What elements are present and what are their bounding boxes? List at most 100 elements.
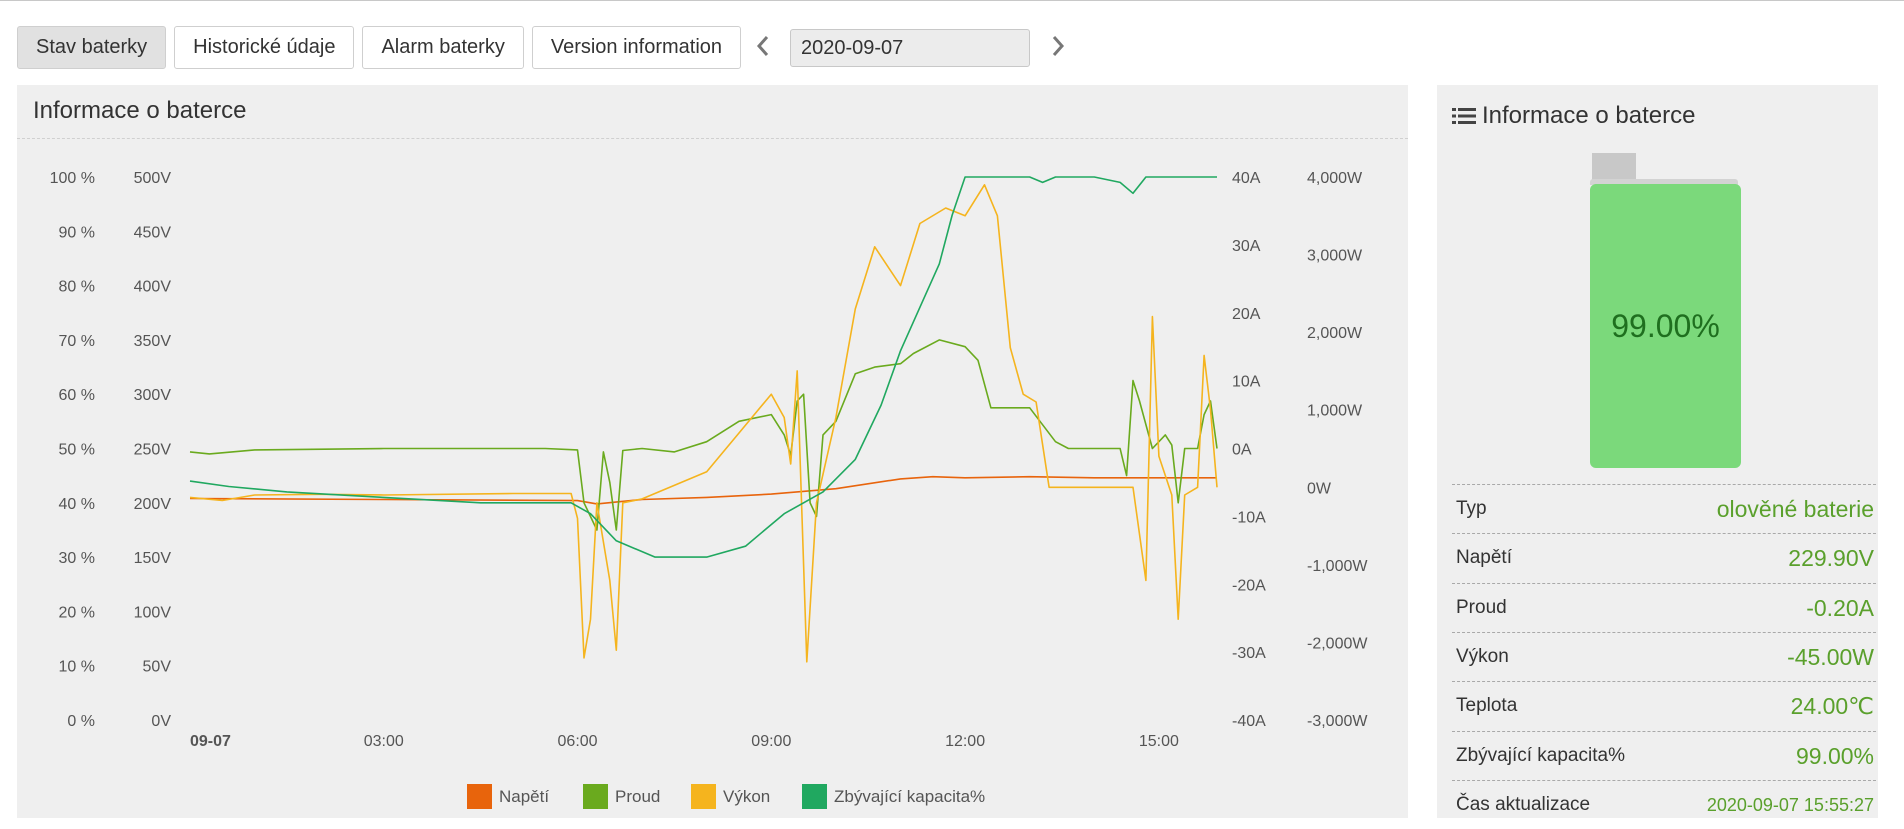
current-tick-label: 20A: [1232, 306, 1261, 323]
percent-tick-label: 30 %: [59, 550, 95, 567]
series-line: [189, 475, 1217, 505]
battery-info-panel: Informace o baterce 99.00% Typ olověné b…: [1437, 85, 1878, 818]
voltage-tick-label: 0V: [151, 713, 171, 730]
info-value: -45.00W: [1787, 643, 1874, 670]
percent-tick-label: 0 %: [67, 713, 95, 730]
list-icon: [1452, 108, 1476, 124]
current-tick-label: -40A: [1232, 713, 1266, 730]
date-input[interactable]: [790, 29, 1030, 67]
power-tick-label: -3,000W: [1307, 713, 1368, 730]
info-value: 229.90V: [1788, 544, 1874, 571]
info-panel-title: Informace o baterce: [1482, 102, 1696, 129]
x-tick-label: 09-07: [190, 733, 231, 750]
x-tick-label: 09:00: [751, 733, 791, 750]
info-row-voltage: Napětí 229.90V: [1452, 533, 1876, 582]
battery-level-label: 99.00%: [1611, 307, 1720, 344]
info-value: olověné baterie: [1716, 495, 1874, 522]
next-date-button[interactable]: [1045, 32, 1071, 60]
legend-label: Zbývající kapacita%: [834, 787, 985, 806]
voltage-tick-label: 400V: [134, 279, 172, 296]
info-label: Proud: [1456, 597, 1507, 618]
power-tick-label: -2,000W: [1307, 635, 1368, 652]
current-tick-label: 0A: [1232, 442, 1252, 459]
power-tick-label: 0W: [1307, 480, 1332, 497]
info-value: 2020-09-07 15:55:27: [1706, 794, 1874, 815]
series-line: [189, 184, 1218, 663]
current-tick-label: 30A: [1232, 238, 1261, 255]
percent-tick-label: 40 %: [59, 496, 95, 513]
percent-tick-label: 70 %: [59, 333, 95, 350]
tab-bar: Stav baterky Historické údaje Alarm bate…: [17, 25, 749, 70]
voltage-tick-label: 500V: [134, 170, 172, 187]
percent-tick-label: 50 %: [59, 442, 95, 459]
info-value: 99.00%: [1795, 742, 1874, 769]
percent-tick-label: 20 %: [59, 604, 95, 621]
tab-historical-data[interactable]: Historické údaje: [174, 26, 355, 69]
voltage-tick-label: 250V: [134, 442, 172, 459]
battery-rim: [1590, 179, 1738, 185]
prev-date-button[interactable]: [750, 32, 776, 60]
power-tick-label: -1,000W: [1307, 558, 1368, 575]
series-line: [189, 339, 1218, 531]
legend-swatch: [802, 784, 827, 809]
current-tick-label: -10A: [1232, 509, 1266, 526]
x-tick-label: 06:00: [558, 733, 598, 750]
info-label: Typ: [1456, 498, 1487, 519]
voltage-tick-label: 350V: [134, 333, 172, 350]
chevron-left-icon: [756, 36, 769, 56]
info-value: 24.00℃: [1790, 692, 1874, 719]
info-label: Čas aktualizace: [1456, 794, 1591, 815]
voltage-tick-label: 50V: [143, 659, 172, 676]
percent-tick-label: 60 %: [59, 387, 95, 404]
current-tick-label: 10A: [1232, 374, 1261, 391]
current-tick-label: -30A: [1232, 645, 1266, 662]
voltage-tick-label: 450V: [134, 224, 172, 241]
legend-label: Napětí: [499, 787, 549, 806]
panel-divider: [17, 138, 1408, 139]
voltage-tick-label: 150V: [134, 550, 172, 567]
chevron-right-icon: [1052, 36, 1065, 56]
series-line: [189, 176, 1217, 558]
info-value: -0.20A: [1806, 594, 1874, 621]
info-panel-header: Informace o baterce: [1452, 102, 1695, 130]
legend-label: Výkon: [723, 787, 770, 806]
info-label: Teplota: [1456, 695, 1518, 716]
power-tick-label: 4,000W: [1307, 170, 1363, 187]
x-tick-label: 15:00: [1139, 733, 1179, 750]
x-tick-label: 12:00: [945, 733, 985, 750]
chart-panel: Informace o baterce 100 % 90 % 80 % 70 % 60 …: [17, 85, 1408, 818]
current-tick-label: -20A: [1232, 577, 1266, 594]
legend-label: Proud: [615, 787, 660, 806]
info-label: Zbývající kapacita%: [1456, 745, 1625, 766]
info-row-update-time: Čas aktualizace 2020-09-07 15:55:27: [1452, 780, 1876, 829]
x-tick-label: 03:00: [364, 733, 404, 750]
info-row-type: Typ olověné baterie: [1452, 484, 1876, 533]
legend-swatch: [583, 784, 608, 809]
current-tick-label: 40A: [1232, 170, 1261, 187]
info-label: Výkon: [1456, 646, 1509, 667]
percent-tick-label: 10 %: [59, 659, 95, 676]
info-row-power: Výkon -45.00W: [1452, 632, 1876, 681]
power-tick-label: 1,000W: [1307, 403, 1363, 420]
info-row-temperature: Teplota 24.00℃: [1452, 681, 1876, 730]
chart-panel-title: Informace o baterce: [33, 97, 247, 124]
percent-tick-label: 90 %: [59, 224, 95, 241]
legend-swatch: [691, 784, 716, 809]
power-tick-label: 2,000W: [1307, 325, 1363, 342]
battery-terminal: [1592, 153, 1636, 181]
info-label: Napětí: [1456, 547, 1512, 568]
voltage-tick-label: 300V: [134, 387, 172, 404]
info-row-current: Proud -0.20A: [1452, 583, 1876, 632]
info-row-remaining-capacity: Zbývající kapacita% 99.00%: [1452, 731, 1876, 780]
top-border: [0, 0, 1904, 1]
battery-line-chart: 100 % 90 % 80 % 70 % 60 % 50 % 40 % 30 % 20 % 10 …: [50, 170, 1368, 809]
tab-battery-alarm[interactable]: Alarm baterky: [362, 26, 524, 69]
voltage-tick-label: 100V: [134, 604, 172, 621]
battery-level-indicator: 99.00%: [1590, 184, 1741, 468]
percent-tick-label: 100 %: [50, 170, 95, 187]
power-tick-label: 3,000W: [1307, 248, 1363, 265]
tab-battery-status[interactable]: Stav baterky: [17, 26, 167, 69]
tab-version-information[interactable]: Version information: [531, 26, 742, 69]
voltage-tick-label: 200V: [134, 496, 172, 513]
percent-tick-label: 80 %: [59, 279, 95, 296]
